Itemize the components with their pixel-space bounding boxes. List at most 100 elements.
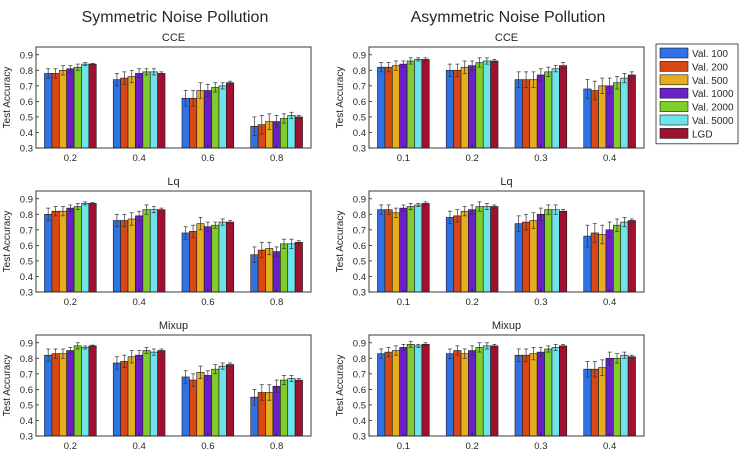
bar (66, 68, 75, 149)
bar (226, 364, 235, 437)
bar (522, 221, 531, 293)
bar (490, 206, 499, 293)
y-tick-label: 0.6 (353, 97, 366, 108)
x-tick-label: 0.1 (397, 297, 410, 308)
chart-symmetric-lq: Lq Test Accuracy 0.3 0.4 0.5 0.6 0.7 0.8 0.9 0.2 0… (2, 176, 312, 308)
legend-swatch (659, 47, 689, 59)
bar (627, 220, 636, 293)
column-title-symmetric: Symmetric Noise Pollution (82, 9, 269, 26)
bar (294, 116, 303, 149)
bar (460, 353, 469, 437)
chart-title: CCE (162, 32, 185, 44)
bar (294, 241, 303, 293)
bar (44, 73, 53, 149)
bar (559, 210, 568, 293)
chart-title: CCE (495, 32, 518, 44)
bar (445, 70, 454, 149)
bar (149, 71, 158, 149)
bar (66, 207, 75, 293)
bar (406, 206, 415, 293)
bar (81, 203, 90, 293)
bar (196, 223, 205, 293)
legend-label: Val. 5000 (692, 116, 734, 127)
y-tick-label: 0.6 (20, 241, 33, 252)
bar (81, 63, 90, 149)
chart-asymmetric-lq: Lq Test Accuracy 0.3 0.4 0.5 0.6 0.7 0.8 0.9 0.1 0… (335, 176, 645, 308)
bar (399, 207, 408, 293)
bar (181, 376, 190, 437)
bar (559, 345, 568, 437)
plot-frame (35, 190, 312, 293)
y-tick-label: 0.8 (353, 354, 366, 365)
bar (287, 115, 296, 149)
bar (181, 232, 190, 293)
bar (613, 224, 622, 293)
y-tick-label: 0.4 (20, 416, 33, 427)
bar (280, 243, 289, 293)
legend-swatch (659, 128, 689, 139)
bar (598, 367, 607, 437)
bar (514, 354, 523, 437)
bar (391, 350, 400, 437)
y-axis-label: Test Accuracy (335, 67, 346, 129)
x-tick-label: 0.4 (603, 441, 616, 452)
bar (218, 365, 227, 437)
y-tick-label: 0.8 (20, 354, 33, 365)
bar (73, 206, 82, 293)
bar (203, 90, 212, 149)
bar (135, 215, 144, 293)
bar (112, 79, 121, 149)
bar (211, 368, 220, 437)
bar (620, 354, 629, 437)
bar (551, 68, 560, 149)
chart-symmetric-mixup: Mixup Test Accuracy 0.3 0.4 0.5 0.6 0.7 0.8 0.9 0… (2, 320, 312, 452)
plot-frame (35, 46, 312, 149)
legend-swatch (659, 101, 689, 112)
bar (391, 212, 400, 293)
bar (544, 71, 553, 149)
bar (142, 71, 151, 149)
bar (58, 70, 67, 149)
chart-title: Mixup (492, 320, 521, 332)
y-tick-label: 0.4 (353, 128, 366, 139)
bar (536, 351, 545, 437)
bar (149, 351, 158, 437)
x-tick-label: 0.3 (534, 441, 547, 452)
bar (490, 60, 499, 149)
bar (551, 347, 560, 437)
bar (475, 62, 484, 149)
bar (377, 209, 386, 293)
bar (51, 353, 60, 437)
bar (127, 356, 136, 437)
legend-label: LGD (692, 129, 713, 140)
chart-title: Mixup (159, 320, 188, 332)
bar (399, 347, 408, 437)
bar (559, 65, 568, 149)
bar (157, 209, 166, 293)
bar (58, 353, 67, 437)
bar (605, 358, 614, 437)
bar (529, 79, 538, 149)
bar (551, 209, 560, 293)
x-tick-label: 0.4 (133, 153, 146, 164)
y-tick-label: 0.9 (20, 50, 33, 61)
chart-title: Lq (500, 176, 512, 188)
chart-asymmetric-mixup: Mixup Test Accuracy 0.3 0.4 0.5 0.6 0.7 0.8 0.9 0… (335, 320, 645, 452)
bar (226, 221, 235, 293)
bar (421, 344, 430, 437)
y-tick-label: 0.4 (353, 416, 366, 427)
bar (482, 206, 491, 293)
bar (157, 350, 166, 437)
bar (453, 70, 462, 149)
bar (421, 203, 430, 293)
column-title-asymmetric: Asymmetric Noise Pollution (411, 9, 606, 26)
legend-swatch (659, 87, 689, 99)
x-tick-label: 0.8 (270, 441, 283, 452)
bar (135, 354, 144, 437)
bar (189, 379, 198, 437)
plot-frame (368, 190, 645, 293)
bar (218, 85, 227, 149)
y-tick-label: 0.7 (353, 369, 366, 380)
bar (66, 350, 75, 437)
